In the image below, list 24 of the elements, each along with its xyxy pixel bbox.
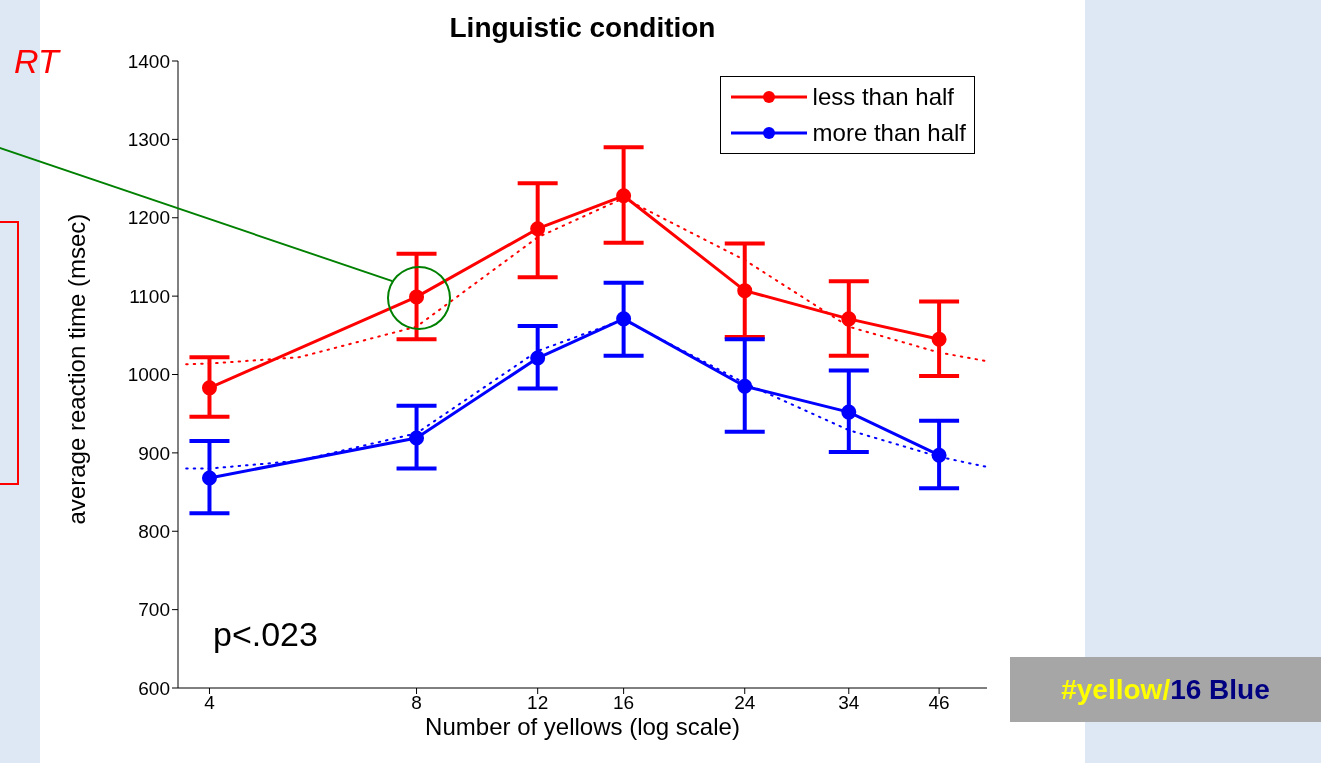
y-tick-label: 600 (138, 677, 170, 699)
x-tick-label: 8 (411, 692, 422, 714)
chart-title: Linguistic condition (448, 12, 717, 44)
y-tick-label: 1400 (127, 50, 170, 72)
y-tick-label: 1100 (129, 285, 170, 307)
legend-label: less than half (812, 82, 954, 112)
y-tick-label: 900 (138, 442, 170, 464)
y-tick-label: 1200 (127, 207, 170, 229)
x-tick-label: 46 (928, 692, 950, 714)
x-axis-title: Number of yellows (log scale) (425, 713, 740, 740)
y-tick-label: 1000 (127, 364, 170, 386)
x-tick-label: 4 (204, 692, 216, 714)
text: RT (14, 42, 59, 81)
y-tick-label: 1300 (127, 129, 170, 151)
text: #yellow/16 Blue (1061, 673, 1270, 706)
y-axis-title: average reaction time (msec) (62, 213, 90, 525)
x-tick-label: 16 (613, 692, 635, 714)
y-tick-label: 800 (138, 520, 170, 542)
annotation: p<.023 (213, 615, 318, 654)
x-tick-label: 24 (734, 692, 756, 714)
y-tick-label: 700 (138, 599, 170, 621)
x-tick-label: 12 (527, 692, 549, 714)
x-tick-label: 34 (838, 692, 860, 714)
legend-label: more than half (812, 118, 966, 148)
